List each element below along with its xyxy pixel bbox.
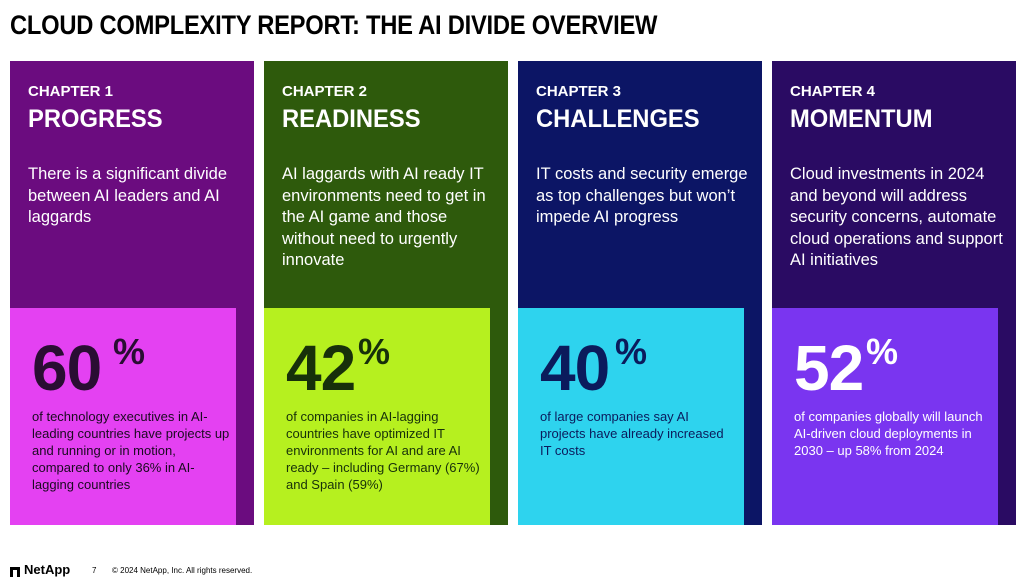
stat-number: 60: [32, 332, 102, 404]
percent-sign: %: [866, 331, 899, 372]
chapter-description: IT costs and security emerge as top chal…: [536, 165, 748, 226]
page-title: CLOUD COMPLEXITY REPORT: THE AI DIVIDE O…: [10, 10, 658, 40]
chapter-3-panel: CHAPTER 3 CHALLENGES IT costs and securi…: [518, 61, 762, 525]
chapter-1-panel: CHAPTER 1 PROGRESS There is a significan…: [10, 61, 254, 525]
stat-box: 60 % of technology executives in AI-lead…: [10, 308, 236, 525]
stat-number: 40: [540, 332, 610, 404]
chapter-label: CHAPTER 4: [790, 83, 876, 100]
chapter-label: CHAPTER 1: [28, 83, 114, 100]
stat-text: of large companies say AI projects have …: [540, 409, 724, 458]
stat-text: of companies in AI-lagging countries hav…: [286, 409, 480, 492]
chapter-heading: CHALLENGES: [536, 105, 700, 133]
stat-box: 40 % of large companies say AI projects …: [518, 308, 744, 525]
netapp-logo-icon: [10, 565, 20, 577]
page-number: 7: [92, 566, 97, 575]
percent-sign: %: [615, 331, 648, 372]
stat-box: 42 % of companies in AI-lagging countrie…: [264, 308, 490, 525]
chapter-label: CHAPTER 2: [282, 83, 368, 100]
stat-text: of technology executives in AI-leading c…: [32, 409, 230, 492]
chapter-description: Cloud investments in 2024 and beyond wil…: [790, 165, 1003, 269]
stat-number: 52: [794, 332, 864, 404]
chapter-heading: PROGRESS: [28, 105, 163, 133]
chapter-heading: READINESS: [282, 105, 421, 133]
netapp-logo: NetApp: [10, 562, 70, 577]
stat-text: of companies globally will launch AI-dri…: [794, 409, 983, 458]
percent-sign: %: [358, 331, 391, 372]
stat-number: 42: [286, 332, 356, 404]
logo-text: NetApp: [24, 562, 71, 577]
chapter-2-panel: CHAPTER 2 READINESS AI laggards with AI …: [264, 61, 508, 525]
copyright: © 2024 NetApp, Inc. All rights reserved.: [112, 566, 253, 575]
percent-sign: %: [113, 331, 146, 372]
chapter-4-panel: CHAPTER 4 MOMENTUM Cloud investments in …: [772, 61, 1016, 525]
chapter-description: There is a significant divide between AI…: [28, 165, 228, 226]
chapter-description: AI laggards with AI ready IT environment…: [282, 165, 486, 269]
stat-box: 52 % of companies globally will launch A…: [772, 308, 998, 525]
chapter-heading: MOMENTUM: [790, 105, 933, 133]
chapter-label: CHAPTER 3: [536, 83, 622, 100]
